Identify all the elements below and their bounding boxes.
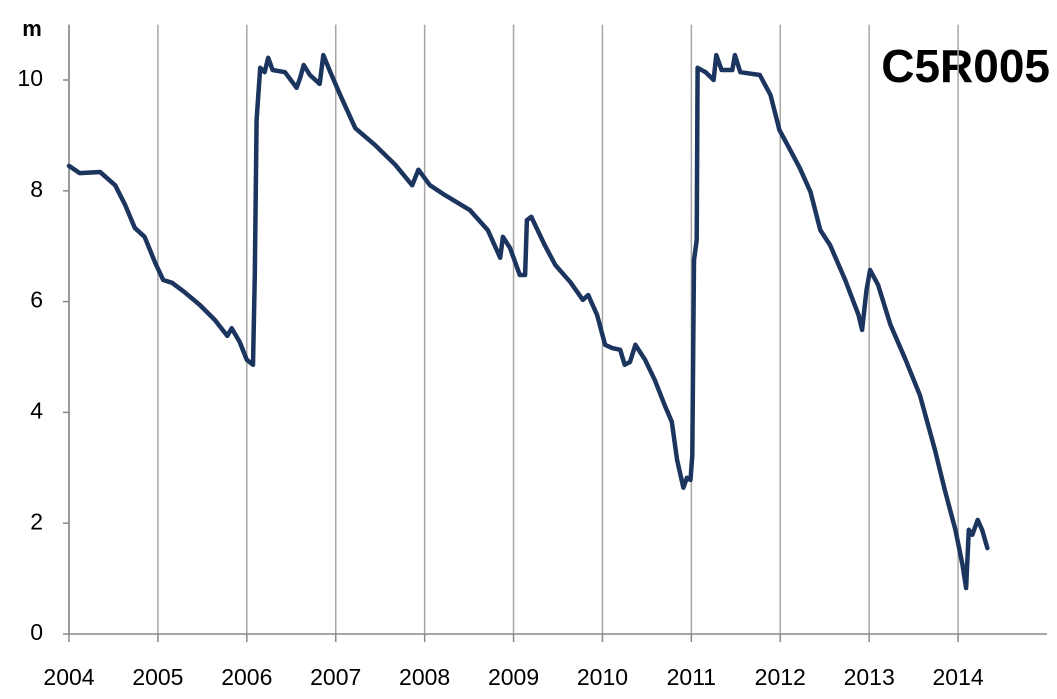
x-tick-label: 2014: [933, 664, 984, 690]
x-tick-label: 2013: [844, 664, 895, 690]
data-line: [66, 52, 990, 591]
y-tick-label: 6: [30, 287, 43, 313]
x-tick-label: 2008: [399, 664, 450, 690]
y-axis-label: m: [22, 16, 42, 41]
y-tick-label: 10: [17, 65, 43, 91]
y-tick-label: 4: [30, 397, 43, 423]
y-tick-label: 8: [30, 176, 43, 202]
x-tick-label: 2011: [667, 664, 716, 690]
y-tick-label: 2: [30, 508, 43, 534]
x-tick-label: 2005: [132, 664, 183, 690]
chart-title: C5R005: [881, 40, 1050, 92]
x-tick-label: 2012: [755, 664, 806, 690]
x-tick-label: 2010: [577, 664, 628, 690]
x-tick-label: 2006: [221, 664, 272, 690]
x-tick-label: 2009: [488, 664, 539, 690]
y-tick-label: 0: [30, 619, 43, 645]
x-tick-label: 2007: [310, 664, 361, 690]
x-tick-label: 2004: [43, 664, 94, 690]
